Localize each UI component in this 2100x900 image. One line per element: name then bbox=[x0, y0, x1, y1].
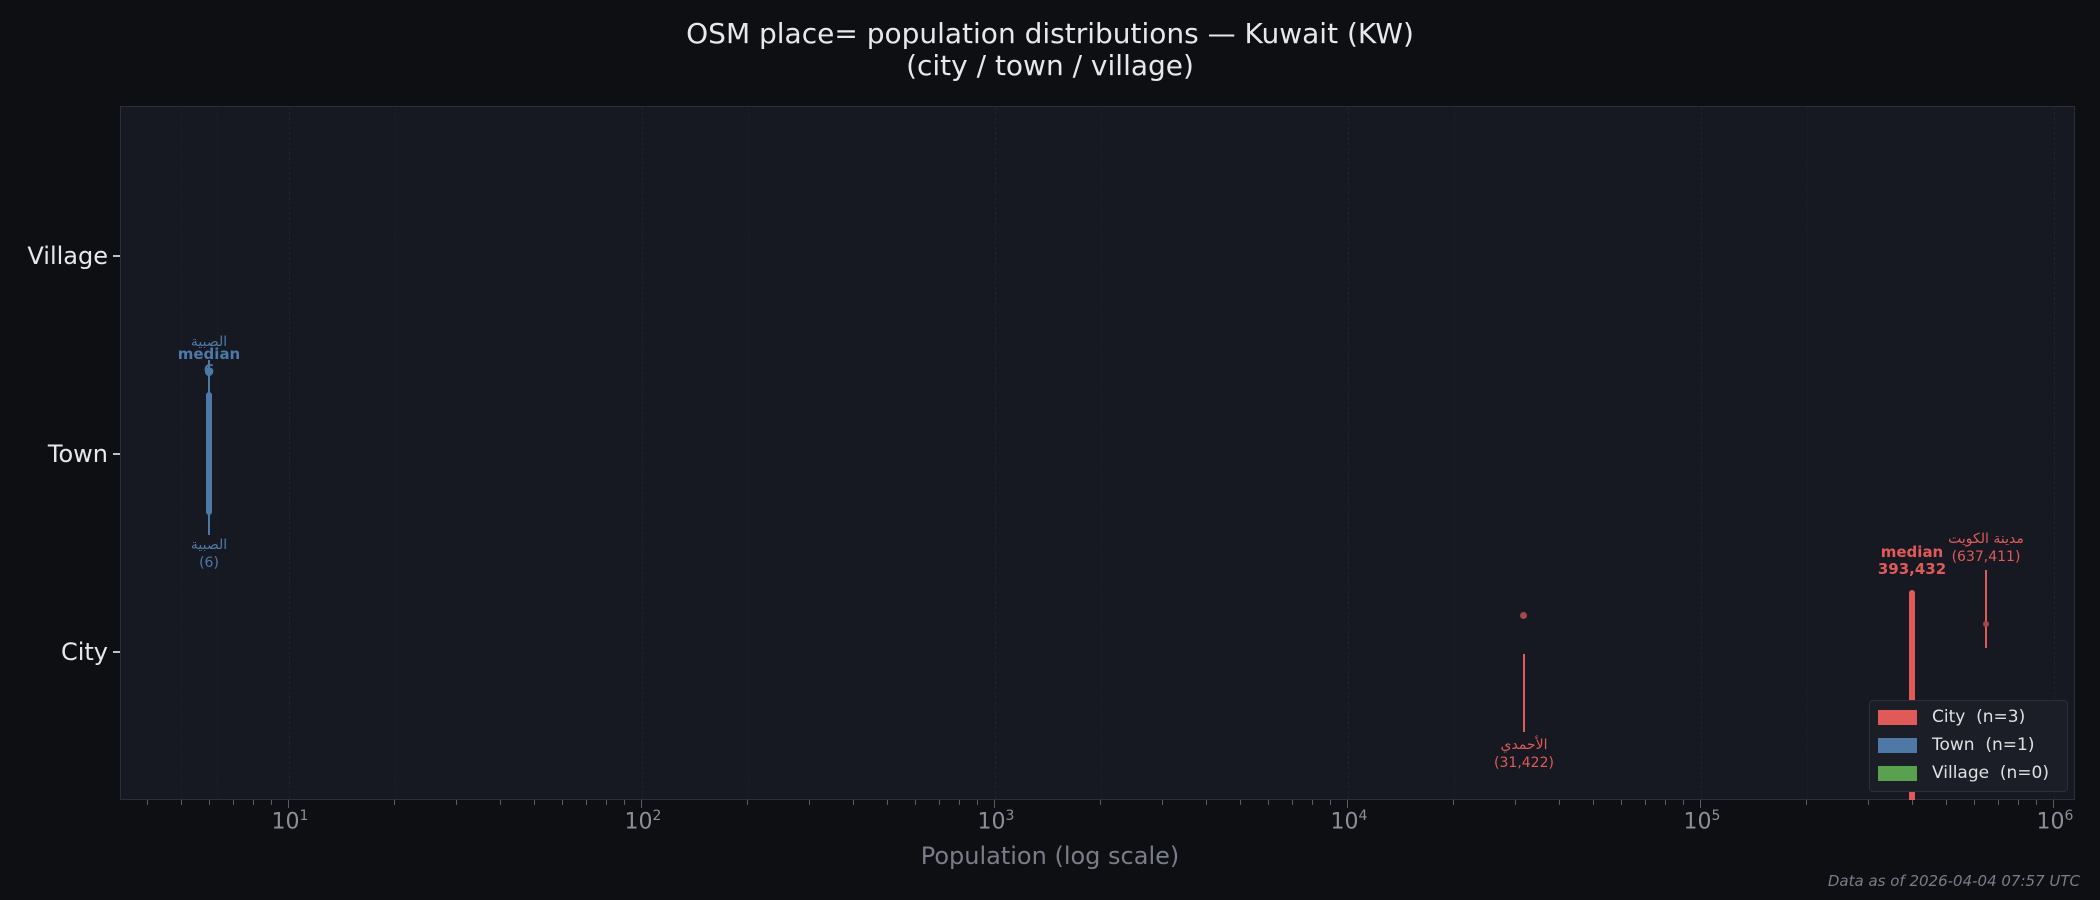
x-tick-label: 102 bbox=[624, 808, 662, 835]
y-label-village: Village bbox=[27, 242, 108, 270]
y-label-city: City bbox=[60, 638, 108, 666]
town-median-dot bbox=[205, 368, 213, 376]
legend-item-village: Village (n=0) bbox=[1878, 763, 2049, 783]
city-median-label: median bbox=[1880, 543, 1944, 561]
city-max-value: (637,411) bbox=[1951, 549, 2021, 565]
data-timestamp: Data as of 2026-04-04 07:57 UTC bbox=[1827, 872, 2080, 890]
city-max-line bbox=[1985, 570, 1987, 648]
town-median-value: 6 bbox=[203, 361, 215, 379]
x-axis-title: Population (log scale) bbox=[920, 842, 1180, 870]
x-tick-label: 104 bbox=[1330, 808, 1368, 835]
legend-label-village: Village (n=0) bbox=[1932, 763, 2049, 783]
chart-title-line2: (city / town / village) bbox=[906, 49, 1194, 82]
city-min-dot bbox=[1520, 612, 1527, 619]
x-tick bbox=[1700, 800, 1702, 808]
legend-item-town: Town (n=1) bbox=[1878, 735, 2034, 755]
y-tick-town bbox=[113, 453, 120, 455]
x-tick bbox=[1347, 800, 1349, 808]
y-label-town: Town bbox=[47, 440, 108, 468]
city-max-dot bbox=[1983, 621, 1989, 627]
x-tick-label: 105 bbox=[1683, 808, 1721, 835]
legend-swatch-city bbox=[1878, 709, 1917, 725]
y-tick-village bbox=[113, 255, 120, 257]
x-tick bbox=[994, 800, 996, 808]
x-tick-label: 106 bbox=[2036, 808, 2074, 835]
legend-label-city: City (n=3) bbox=[1932, 707, 2026, 727]
legend-swatch-village bbox=[1878, 765, 1917, 781]
chart-title: OSM place= population distributions — Ku… bbox=[0, 18, 2100, 82]
city-min-name: الأحمدي bbox=[1500, 737, 1548, 753]
town-min-value: (6) bbox=[199, 555, 219, 571]
y-tick-city bbox=[113, 651, 120, 653]
town-max-name: الصبية bbox=[190, 334, 228, 350]
town-box bbox=[206, 392, 212, 515]
x-tick bbox=[2053, 800, 2055, 808]
plot-area bbox=[120, 106, 2075, 800]
x-tick bbox=[288, 800, 290, 808]
city-min-value: (31,422) bbox=[1494, 755, 1554, 771]
legend-label-town: Town (n=1) bbox=[1932, 735, 2035, 755]
x-tick-label: 101 bbox=[271, 808, 309, 835]
city-min-line bbox=[1523, 654, 1525, 732]
legend-item-city: City (n=3) bbox=[1878, 707, 2025, 727]
legend-swatch-town bbox=[1878, 737, 1917, 753]
city-max-name: مدينة الكويت bbox=[1948, 531, 2024, 547]
city-median-value: 393,432 bbox=[1877, 560, 1947, 578]
legend: City (n=3) Town (n=1) Village (n=0) bbox=[1869, 700, 2068, 792]
x-tick bbox=[641, 800, 643, 808]
town-min-name: الصبية bbox=[190, 537, 228, 553]
chart-title-line1: OSM place= population distributions — Ku… bbox=[686, 17, 1414, 50]
x-tick-label: 103 bbox=[977, 808, 1015, 835]
town-median-label: median bbox=[177, 345, 241, 363]
city-median-box bbox=[1909, 590, 1915, 800]
